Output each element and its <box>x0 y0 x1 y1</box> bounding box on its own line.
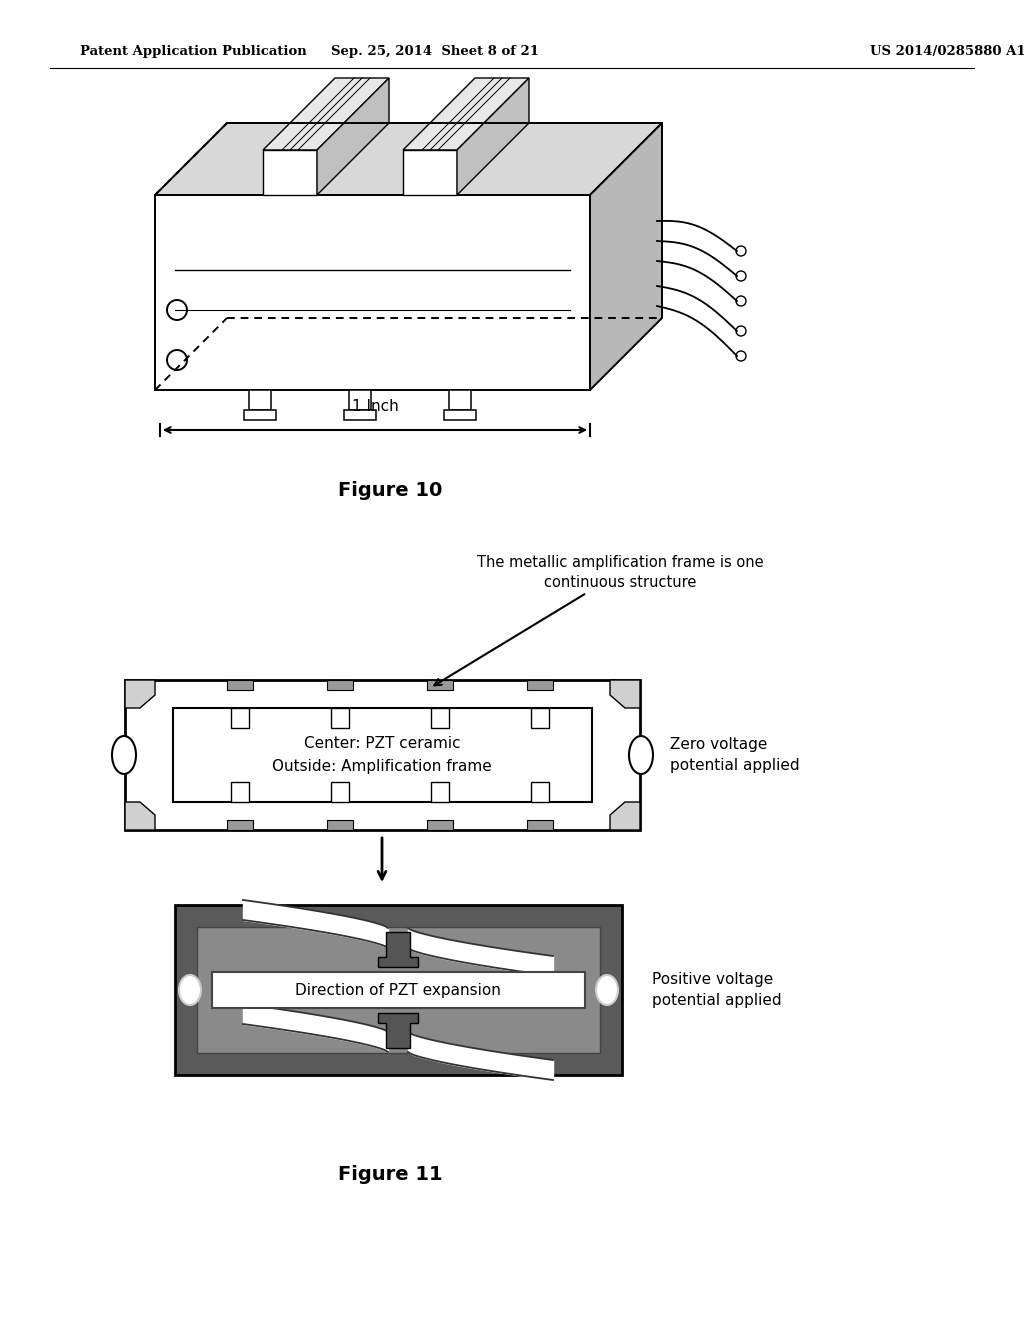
Polygon shape <box>125 680 155 708</box>
Ellipse shape <box>629 737 653 774</box>
Text: 1 Inch: 1 Inch <box>351 399 398 414</box>
Polygon shape <box>263 150 317 195</box>
Bar <box>531 781 549 803</box>
Bar <box>331 781 349 803</box>
Polygon shape <box>590 123 662 389</box>
Bar <box>431 781 449 803</box>
Polygon shape <box>457 78 529 195</box>
Bar <box>327 680 353 690</box>
Circle shape <box>167 350 187 370</box>
Circle shape <box>736 246 746 256</box>
Bar <box>231 708 249 729</box>
Bar <box>227 680 253 690</box>
Polygon shape <box>155 123 662 195</box>
Polygon shape <box>444 411 476 420</box>
Polygon shape <box>610 680 640 708</box>
Circle shape <box>736 351 746 360</box>
Text: Direction of PZT expansion: Direction of PZT expansion <box>295 982 501 998</box>
Circle shape <box>736 326 746 337</box>
Bar <box>173 708 592 803</box>
Ellipse shape <box>112 737 136 774</box>
Text: Figure 11: Figure 11 <box>338 1166 442 1184</box>
Text: Figure 10: Figure 10 <box>338 480 442 499</box>
Bar <box>125 680 640 830</box>
Circle shape <box>167 300 187 319</box>
Text: Patent Application Publication: Patent Application Publication <box>80 45 307 58</box>
Bar <box>531 708 549 729</box>
Polygon shape <box>403 150 457 195</box>
Bar <box>427 820 453 830</box>
Text: Positive voltage
potential applied: Positive voltage potential applied <box>652 972 781 1008</box>
Bar <box>327 820 353 830</box>
Polygon shape <box>403 78 529 150</box>
Polygon shape <box>344 411 376 420</box>
Polygon shape <box>378 932 418 968</box>
Polygon shape <box>449 389 471 411</box>
Text: US 2014/0285880 A1: US 2014/0285880 A1 <box>870 45 1024 58</box>
Bar <box>427 680 453 690</box>
Bar <box>197 927 600 1053</box>
Ellipse shape <box>596 975 618 1005</box>
Bar <box>527 820 553 830</box>
Circle shape <box>736 271 746 281</box>
Polygon shape <box>610 803 640 830</box>
Circle shape <box>736 296 746 306</box>
Polygon shape <box>249 389 271 411</box>
Polygon shape <box>349 389 371 411</box>
Polygon shape <box>263 78 389 150</box>
Text: Zero voltage
potential applied: Zero voltage potential applied <box>670 737 800 774</box>
Polygon shape <box>244 411 276 420</box>
Bar <box>212 972 585 1008</box>
Polygon shape <box>317 78 389 195</box>
Polygon shape <box>125 803 155 830</box>
Bar <box>227 820 253 830</box>
Text: Center: PZT ceramic
Outside: Amplification frame: Center: PZT ceramic Outside: Amplificati… <box>272 737 492 774</box>
Bar <box>527 680 553 690</box>
Text: Sep. 25, 2014  Sheet 8 of 21: Sep. 25, 2014 Sheet 8 of 21 <box>331 45 539 58</box>
Polygon shape <box>378 1012 418 1048</box>
Bar <box>231 781 249 803</box>
Ellipse shape <box>179 975 201 1005</box>
Bar <box>175 906 622 1074</box>
Polygon shape <box>155 195 590 389</box>
Bar <box>331 708 349 729</box>
Text: The metallic amplification frame is one
continuous structure: The metallic amplification frame is one … <box>434 556 763 685</box>
Bar <box>431 708 449 729</box>
